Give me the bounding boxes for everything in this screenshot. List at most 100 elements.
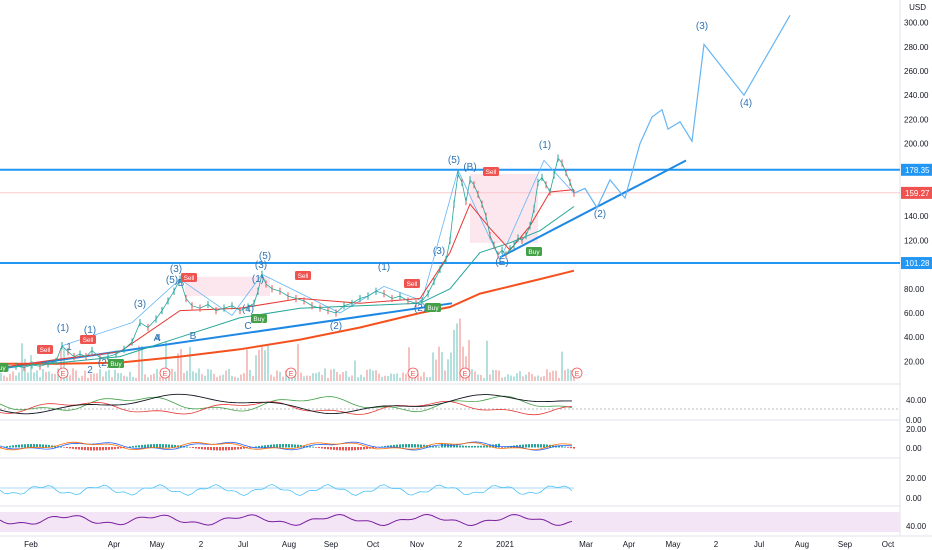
volume-bar	[528, 371, 530, 381]
volume-bar	[489, 374, 491, 381]
macd-histogram-bar	[168, 444, 170, 448]
volume-bar	[426, 377, 428, 381]
earnings-label: E	[575, 371, 580, 378]
macd-histogram-bar	[465, 445, 467, 448]
wave-label: (E)	[495, 257, 508, 268]
macd-histogram-bar	[312, 446, 314, 448]
signal-label: Sell	[298, 273, 309, 280]
sell-signal: Sell	[37, 345, 53, 354]
volume-bar	[477, 374, 479, 381]
last-price-text: 159.27	[905, 189, 930, 198]
macd-histogram-bar	[24, 444, 26, 448]
signal-label: Buy	[253, 316, 265, 323]
rsi-band	[0, 512, 900, 532]
macd-histogram-bar	[543, 444, 545, 448]
macd-histogram-bar	[267, 444, 269, 448]
level-price-box	[901, 163, 932, 176]
volume-bar	[84, 370, 86, 381]
macd-histogram-bar	[0, 447, 2, 448]
volume-bar	[276, 370, 278, 381]
volume-bar	[354, 360, 356, 381]
buy-signal: Buy	[108, 359, 124, 368]
macd-histogram-bar	[363, 447, 365, 450]
time-tick-label: Apr	[108, 540, 121, 549]
macd-histogram-bar	[129, 446, 131, 448]
volume-bar	[429, 377, 431, 381]
macd-histogram-bar	[417, 444, 419, 448]
price-line	[0, 157, 575, 370]
signal-box	[483, 167, 499, 176]
sell-signal: Sell	[404, 279, 420, 288]
macd-histogram-bar	[270, 444, 272, 448]
macd-histogram-bar	[195, 447, 197, 449]
last-price-box	[901, 186, 932, 199]
volume-bar	[129, 371, 131, 381]
time-axis[interactable]: Feb Apr May 2 Jul Aug Sep Oct Nov 2 2021 Mar Apr May 2…	[24, 540, 895, 549]
wave-label: (2)	[330, 321, 342, 332]
volume-bar	[219, 375, 221, 381]
macd-histogram-bar	[156, 444, 158, 448]
volume-bar	[375, 370, 377, 381]
macd-histogram-bar	[75, 447, 77, 450]
projection-path	[573, 15, 791, 209]
macd-histogram-bar	[279, 444, 281, 448]
indicator-line-minus	[0, 400, 573, 416]
volume-bar	[87, 377, 89, 381]
volume-bar	[315, 373, 317, 381]
volume-bar	[204, 375, 206, 381]
macd-histogram-bar	[321, 447, 323, 449]
macd-histogram-bar	[159, 444, 161, 448]
macd-histogram-bar	[30, 444, 32, 448]
volume-bar	[201, 374, 203, 381]
sell-signal: Sell	[181, 273, 197, 282]
wave-label: B	[190, 331, 197, 342]
volume-bar	[180, 349, 182, 381]
earnings-label: E	[463, 371, 468, 378]
volume-bar	[240, 374, 242, 381]
buy-signal: Buy	[251, 314, 267, 323]
volume-bar	[567, 368, 569, 381]
volume-bar	[90, 373, 92, 381]
macd-histogram-bar	[348, 447, 350, 451]
time-tick-label: Mar	[579, 540, 593, 549]
volume-bar	[117, 373, 119, 381]
macd-histogram-bar	[285, 444, 287, 448]
volume-bar	[192, 371, 194, 381]
macd-histogram-bar	[78, 447, 80, 450]
macd-histogram-bar	[438, 446, 440, 448]
volume-bar	[210, 369, 212, 381]
volume-bar	[432, 352, 434, 381]
horizontal-levels[interactable]	[0, 168, 900, 265]
signal-label: Sell	[40, 347, 51, 354]
volume-bar	[438, 346, 440, 381]
volume-bar	[285, 370, 287, 381]
macd-line	[0, 441, 573, 451]
macd-histogram-bar	[174, 445, 176, 448]
volume-bar	[360, 374, 362, 381]
buy-signal: Buy	[0, 363, 8, 372]
volume-bar	[51, 373, 53, 381]
signal-box	[80, 335, 96, 344]
macd-histogram-bar	[264, 445, 266, 448]
volume-bar	[24, 358, 26, 381]
macd-histogram-bar	[567, 447, 569, 448]
volume-bar	[255, 355, 257, 381]
macd-histogram-bar	[483, 445, 485, 448]
level-price-labels: 178.35 101.28 159.27	[901, 163, 932, 270]
volume-bar	[282, 376, 284, 381]
volume-bar	[21, 343, 23, 381]
macd-histogram-bar	[384, 445, 386, 448]
macd-histogram-bar	[522, 444, 524, 448]
volume-bar	[555, 370, 557, 381]
volume-bar	[402, 372, 404, 381]
macd-histogram-bar	[222, 447, 224, 451]
macd-histogram-bar	[48, 444, 50, 448]
volume-bar	[309, 375, 311, 381]
wave-label: (3)	[433, 246, 445, 257]
signal-box	[181, 273, 197, 282]
macd-histogram-bar	[558, 445, 560, 448]
volume-bar	[351, 375, 353, 381]
indicator-line-adx	[0, 393, 572, 415]
supply-zone	[470, 173, 538, 243]
